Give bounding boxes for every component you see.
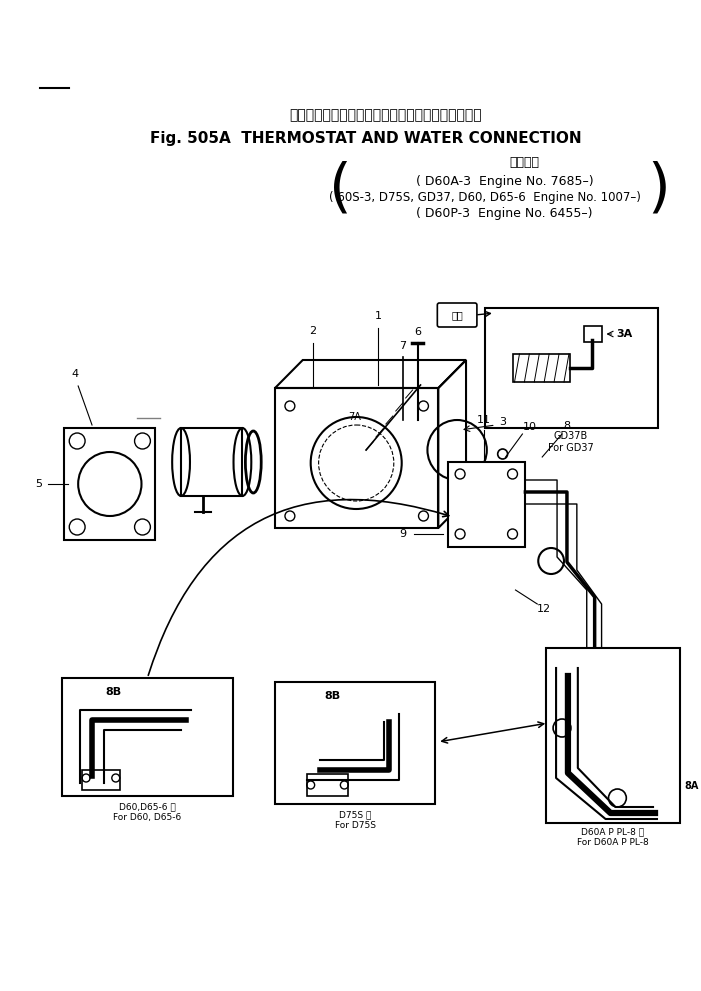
Text: 3: 3 <box>499 417 506 427</box>
Text: D60A P PL-8 用
For D60A P PL-8: D60A P PL-8 用 For D60A P PL-8 <box>577 827 648 846</box>
Text: 9: 9 <box>399 529 407 539</box>
Text: サーモスタット　および　ウォータ　コネクション: サーモスタット および ウォータ コネクション <box>290 108 482 122</box>
Text: 注意: 注意 <box>451 310 463 320</box>
Bar <box>448 462 525 547</box>
Text: 8B: 8B <box>325 691 341 701</box>
FancyBboxPatch shape <box>437 303 477 327</box>
Text: GD37B
For GD37: GD37B For GD37 <box>548 431 594 453</box>
Text: 10: 10 <box>522 422 536 432</box>
Text: 7: 7 <box>399 341 407 351</box>
Bar <box>62 678 233 796</box>
Text: (: ( <box>329 161 352 217</box>
Bar <box>64 428 156 540</box>
Bar <box>512 354 570 382</box>
Text: ( 60S-3, D75S, GD37, D60, D65-6  Engine No. 1007–): ( 60S-3, D75S, GD37, D60, D65-6 Engine N… <box>329 191 641 204</box>
Text: 8A: 8A <box>685 781 699 791</box>
Bar <box>584 326 601 342</box>
Text: 6: 6 <box>414 327 421 337</box>
Text: 3A: 3A <box>616 329 633 339</box>
Bar <box>275 682 435 804</box>
Text: 2: 2 <box>309 326 316 336</box>
Text: D60,D65-6 用
For D60, D65-6: D60,D65-6 用 For D60, D65-6 <box>114 803 182 822</box>
Text: 4: 4 <box>72 369 79 379</box>
Bar <box>181 428 243 496</box>
Text: 11: 11 <box>477 415 491 425</box>
Text: 1: 1 <box>374 311 381 321</box>
Text: 適用号機: 適用号機 <box>510 157 539 169</box>
Bar <box>307 774 348 796</box>
Text: D75S 用
For D75S: D75S 用 For D75S <box>334 811 376 829</box>
Text: Fig. 505A  THERMOSTAT AND WATER CONNECTION: Fig. 505A THERMOSTAT AND WATER CONNECTIO… <box>150 131 582 146</box>
Bar <box>82 770 120 790</box>
Text: ): ) <box>647 161 670 217</box>
Text: 5: 5 <box>35 479 42 489</box>
Text: 12: 12 <box>537 604 551 614</box>
Text: 8B: 8B <box>106 687 122 697</box>
Text: 8: 8 <box>564 421 571 431</box>
Text: ( D60A-3  Engine No. 7685–): ( D60A-3 Engine No. 7685–) <box>416 174 594 187</box>
Text: ( D60P-3  Engine No. 6455–): ( D60P-3 Engine No. 6455–) <box>416 207 593 221</box>
Text: 7A: 7A <box>348 412 360 422</box>
Bar <box>485 308 658 428</box>
Bar <box>546 648 680 823</box>
